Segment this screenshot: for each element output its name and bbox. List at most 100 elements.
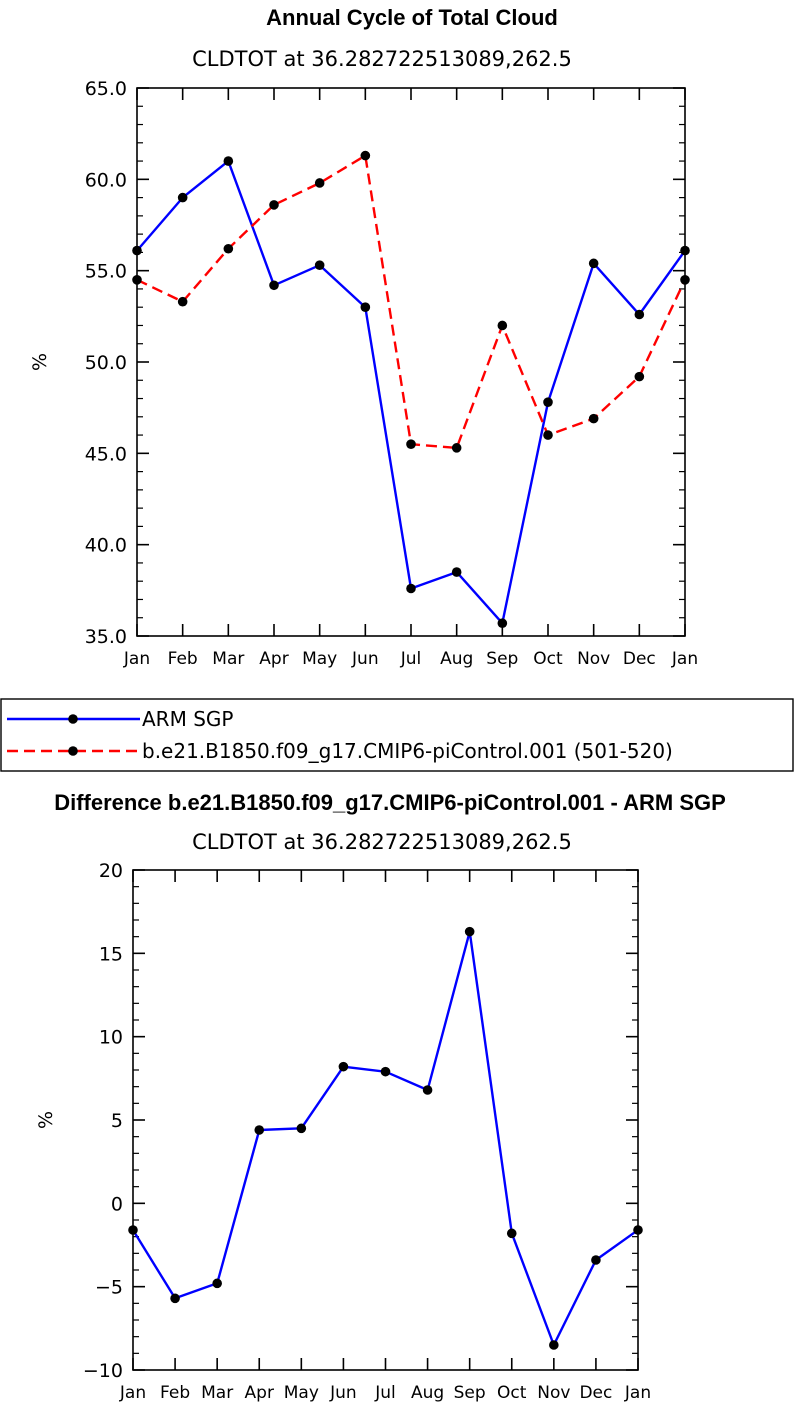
x-tick-label: Jul — [400, 649, 422, 669]
x-tick-label: May — [284, 1383, 319, 1403]
series-0-point — [591, 1255, 601, 1265]
x-tick-label: Apr — [259, 649, 288, 669]
series-1-point — [497, 320, 508, 331]
x-tick-label: Mar — [212, 649, 244, 669]
series-0-point — [223, 156, 234, 166]
y-tick-label: 5 — [111, 1110, 123, 1132]
x-tick-label: Jun — [351, 649, 379, 669]
series-1-point — [360, 150, 371, 161]
series-0-point — [633, 1225, 643, 1235]
series-0-point — [177, 192, 188, 203]
x-tick-label: Jan — [123, 649, 150, 669]
x-tick-label: Jan — [671, 649, 698, 669]
y-tick-label: 40.0 — [85, 535, 127, 557]
series-1-point — [406, 439, 416, 450]
y-axis-label: % — [29, 353, 51, 371]
x-tick-label: Jun — [329, 1383, 357, 1403]
series-1-point — [680, 275, 690, 285]
y-tick-label: 0 — [111, 1193, 123, 1215]
annual-cycle-panel: Annual Cycle of Total Cloud CLDTOT at 36… — [29, 5, 698, 669]
y-tick-label: −10 — [83, 1360, 123, 1382]
y-tick-label: −5 — [95, 1277, 123, 1299]
series-1-point — [223, 243, 234, 254]
x-tick-label: May — [302, 649, 337, 669]
series-0-point — [296, 1123, 307, 1134]
series-0-point — [464, 926, 475, 937]
legend-label-model: b.e21.B1850.f09_g17.CMIP6-piControl.001 … — [142, 739, 673, 763]
series-1-point — [269, 200, 279, 210]
series-0-point — [406, 583, 416, 594]
x-tick-label: Apr — [245, 1383, 274, 1403]
x-tick-label: Feb — [168, 649, 198, 669]
series-0-point — [543, 397, 553, 407]
series-0-point — [549, 1340, 559, 1350]
x-tick-label: Jan — [624, 1383, 651, 1403]
chart-subtitle: CLDTOT at 36.282722513089,262.5 — [192, 830, 572, 854]
legend-entry-model: b.e21.B1850.f09_g17.CMIP6-piControl.001 … — [7, 739, 673, 763]
x-tick-label: Oct — [497, 1383, 527, 1403]
series-0-point — [497, 618, 508, 629]
x-tick-label: Aug — [411, 1383, 444, 1403]
legend: ARM SGP b.e21.B1850.f09_g17.CMIP6-piCont… — [0, 698, 794, 772]
series-0-point — [360, 302, 371, 313]
x-tick-label: Nov — [577, 649, 610, 669]
y-axis-label: % — [35, 1111, 57, 1129]
x-tick-label: Jan — [119, 1383, 146, 1403]
x-tick-label: Dec — [579, 1383, 612, 1403]
y-tick-label: 35.0 — [85, 626, 127, 648]
x-tick-label: Mar — [201, 1383, 233, 1403]
series-1-point — [451, 443, 462, 453]
series-0-point — [506, 1228, 517, 1239]
legend-marker-model — [68, 746, 78, 756]
y-tick-label: 60.0 — [85, 169, 127, 191]
series-0-point — [634, 309, 645, 320]
x-tick-label: Sep — [486, 649, 518, 669]
y-tick-label: 15 — [99, 943, 123, 965]
y-tick-label: 55.0 — [85, 261, 127, 283]
series-1-point — [588, 413, 599, 424]
series-0-point — [338, 1061, 349, 1072]
y-tick-label: 45.0 — [85, 443, 127, 465]
series-0-point — [128, 1225, 138, 1235]
series-1-point — [132, 275, 142, 285]
y-tick-label: 20 — [99, 860, 123, 882]
legend-entry-arm-sgp: ARM SGP — [7, 707, 233, 731]
legend-box — [0, 698, 794, 772]
series-0-point — [269, 280, 279, 291]
series-0-point — [451, 567, 462, 577]
y-tick-label: 50.0 — [85, 352, 127, 374]
x-tick-label: Jul — [374, 1383, 396, 1403]
x-tick-label: Sep — [454, 1383, 486, 1403]
series-1-point — [634, 371, 645, 382]
plot-frame — [136, 87, 686, 637]
plot-frame — [132, 869, 639, 1371]
y-tick-label: 65.0 — [85, 78, 127, 100]
series-0-point — [212, 1278, 222, 1289]
series-line-0 — [131, 930, 639, 1347]
chart-subtitle: CLDTOT at 36.282722513089,262.5 — [192, 47, 572, 71]
chart-title: Difference b.e21.B1850.f09_g17.CMIP6-piC… — [54, 790, 726, 815]
x-tick-label: Aug — [440, 649, 473, 669]
x-tick-label: Dec — [623, 649, 656, 669]
series-0-point — [380, 1066, 391, 1077]
x-tick-label: Nov — [537, 1383, 570, 1403]
series-0-point — [170, 1293, 180, 1304]
series-0-point — [132, 245, 142, 256]
series-1-point — [543, 430, 553, 440]
legend-label-arm-sgp: ARM SGP — [142, 707, 233, 731]
y-tick-label: 10 — [99, 1027, 123, 1049]
series-1-point — [177, 296, 188, 307]
x-tick-label: Oct — [533, 649, 563, 669]
difference-panel: Difference b.e21.B1850.f09_g17.CMIP6-piC… — [35, 790, 726, 1403]
series-1-point — [314, 178, 325, 188]
legend-marker-arm-sgp — [68, 714, 78, 724]
chart-title: Annual Cycle of Total Cloud — [266, 5, 558, 30]
series-0-point — [588, 258, 599, 269]
series-0-point — [680, 245, 690, 256]
series-0-point — [314, 260, 325, 270]
series-0-point — [254, 1125, 265, 1135]
x-tick-label: Feb — [160, 1383, 190, 1403]
series-0-point — [422, 1085, 433, 1095]
series-line-0 — [136, 159, 686, 625]
